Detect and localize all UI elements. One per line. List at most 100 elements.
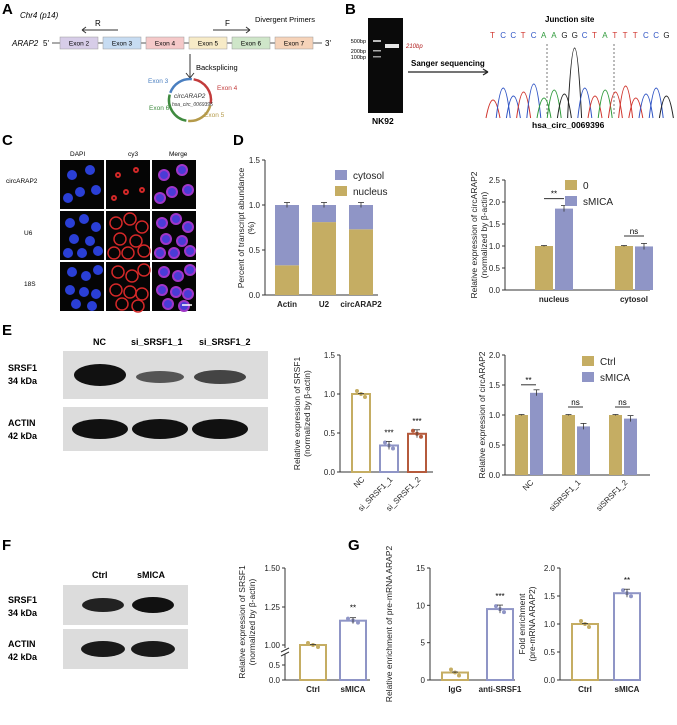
e2-x-label: siSRSF1_2 bbox=[594, 478, 629, 513]
panel-label-e: E bbox=[2, 322, 12, 339]
blot-label-actin-kda: 42 kDa bbox=[8, 652, 38, 662]
chromatogram-peak bbox=[546, 89, 562, 119]
e1-data-point bbox=[391, 446, 395, 451]
e1-y-label: (normalized by β-actin) bbox=[302, 370, 312, 457]
e2-bar-Ctrl bbox=[515, 415, 528, 475]
exon-label: Exon 7 bbox=[284, 41, 305, 48]
d2-y-label: (normalized by β-actin) bbox=[479, 192, 489, 279]
chart-e1: 0.0 0.5 1.0 1.5 Relative expression of SRSF1… bbox=[292, 351, 433, 513]
chart-g2: 0.0 0.5 1.0 1.5 2.0 Fold enrichment (pre-mRNA … bbox=[517, 564, 641, 694]
band-size-label: 210bp bbox=[405, 44, 423, 50]
f1-bar bbox=[299, 644, 327, 681]
sequence-base: A bbox=[602, 31, 608, 40]
d2-bar-sMICA bbox=[635, 246, 653, 290]
chromatogram-peak bbox=[567, 47, 583, 119]
blot-band bbox=[136, 371, 184, 383]
d1-y-tick-label: 0.0 bbox=[249, 291, 261, 300]
nucleus-dapi bbox=[91, 289, 101, 299]
merge-nucleus bbox=[162, 235, 170, 243]
blot-band bbox=[192, 419, 248, 439]
cy3-signal bbox=[133, 167, 139, 173]
panel-label-d: D bbox=[233, 132, 244, 149]
circ-exon-arc bbox=[169, 77, 192, 94]
e1-bar bbox=[351, 393, 371, 473]
blot-lane-nc: NC bbox=[93, 337, 106, 347]
exon-box bbox=[274, 36, 314, 50]
merge-nucleus bbox=[160, 268, 168, 276]
d2-y-tick-label: 1.0 bbox=[489, 242, 501, 251]
e2-y-tick-label: 1.0 bbox=[489, 411, 501, 420]
d1-y-tick-label: 1.0 bbox=[249, 201, 261, 210]
sequence-base: C bbox=[510, 31, 516, 40]
g2-data-point bbox=[587, 625, 591, 629]
merge-nucleus bbox=[158, 286, 166, 294]
blot-label-srsf1-kda: 34 kDa bbox=[8, 376, 38, 386]
product-band bbox=[385, 44, 399, 48]
chromatogram-peak bbox=[587, 95, 603, 119]
d1-bar-nucleus bbox=[349, 229, 373, 295]
exon-box bbox=[102, 36, 142, 50]
backsplicing-label: Backsplicing bbox=[196, 63, 238, 72]
sequence-base: A bbox=[551, 31, 557, 40]
e1-data-point bbox=[355, 389, 359, 393]
e1-bar bbox=[407, 432, 427, 473]
chromatogram-peak bbox=[536, 97, 552, 119]
cy3-signal bbox=[121, 246, 135, 260]
nucleus-dapi bbox=[63, 248, 73, 258]
nucleus-dapi bbox=[67, 170, 77, 180]
merge-nucleus bbox=[186, 247, 194, 255]
e2-significance: ns bbox=[571, 398, 579, 407]
d2-legend-label: 0 bbox=[583, 181, 589, 192]
merge-nucleus bbox=[168, 188, 176, 196]
e2-bar-sMICA bbox=[624, 418, 637, 475]
d2-bar-0 bbox=[535, 246, 553, 290]
nucleus-dapi bbox=[65, 285, 75, 295]
g2-bar bbox=[613, 592, 641, 682]
microscopy-grid bbox=[60, 160, 196, 313]
d1-bar-cytosol bbox=[349, 205, 373, 230]
panel-label-b: B bbox=[345, 1, 356, 18]
g1-y-label: Relative enrichment of pre-mRNA ARAP2 bbox=[384, 546, 394, 703]
chromatogram-peak bbox=[648, 87, 664, 119]
nucleus-dapi bbox=[87, 301, 97, 311]
g1-y-tick-label: 0 bbox=[421, 676, 426, 685]
cy3-signal bbox=[139, 187, 145, 193]
col-label-cy3: cy3 bbox=[128, 151, 139, 158]
d2-significance: ** bbox=[551, 190, 557, 199]
row-label-circarap2: circARAP2 bbox=[6, 178, 38, 185]
e2-significance: ns bbox=[618, 398, 626, 407]
blot-band bbox=[82, 598, 124, 612]
d1-x-label: circARAP2 bbox=[340, 300, 382, 309]
exon-box bbox=[188, 36, 228, 50]
merge-nucleus bbox=[174, 272, 182, 280]
cy3-signal bbox=[137, 263, 151, 277]
nucleus-dapi bbox=[65, 218, 75, 228]
circ-exon5-label: Exon 5 bbox=[204, 112, 225, 119]
panel-b-gel-sequencing: 500bp 200bp 100bp 210bp NK92 Sanger sequ… bbox=[351, 15, 674, 130]
g2-x-label: sMICA bbox=[615, 685, 640, 694]
g2-data-point bbox=[579, 619, 583, 623]
nucleus-dapi bbox=[79, 214, 89, 224]
exon-label: Exon 2 bbox=[69, 41, 90, 48]
g2-significance: ** bbox=[624, 576, 630, 585]
nucleus-dapi bbox=[63, 193, 73, 203]
e1-y-tick-label: 1.5 bbox=[324, 351, 336, 360]
chromatogram-peak bbox=[638, 93, 654, 119]
junction-site-label: Junction site bbox=[545, 15, 595, 24]
sequencing-arrow bbox=[408, 68, 489, 76]
chromatogram-peak bbox=[516, 91, 532, 119]
nucleus-dapi bbox=[79, 287, 89, 297]
cy3-signal bbox=[109, 283, 123, 297]
d2-y-tick-label: 2.5 bbox=[489, 176, 501, 185]
g2-y-tick-label: 0.0 bbox=[544, 676, 556, 685]
exon-label: Exon 5 bbox=[198, 41, 219, 48]
cy3-signal bbox=[137, 244, 151, 258]
g1-x-label: anti-SRSF1 bbox=[479, 685, 522, 694]
merge-nucleus bbox=[156, 194, 164, 202]
chromosome-label: Chr4 (p14) bbox=[20, 11, 59, 20]
d1-bar-nucleus bbox=[275, 265, 299, 295]
sequence-base: C bbox=[653, 31, 659, 40]
e2-legend-label: Ctrl bbox=[600, 357, 616, 368]
sequence-base: T bbox=[612, 31, 617, 40]
